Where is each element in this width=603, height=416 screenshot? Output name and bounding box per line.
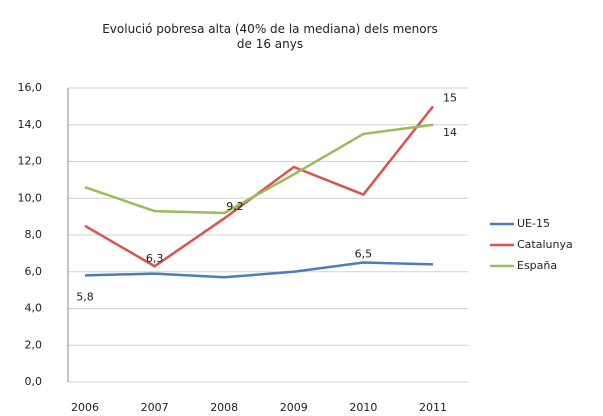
x-tick-label: 2009 [280, 401, 308, 414]
y-tick-label: 6,0 [25, 265, 43, 278]
series-line [84, 123, 434, 215]
x-tick-label: 2011 [419, 401, 447, 414]
x-tick-label: 2007 [141, 401, 169, 414]
chart-title: Evolució pobresa alta (40% de la mediana… [102, 22, 438, 51]
legend-label: Catalunya [517, 238, 573, 251]
data-label: 9,2 [226, 200, 244, 213]
series-line [84, 105, 434, 268]
legend-label: España [517, 259, 557, 272]
x-tick-label: 2008 [210, 401, 238, 414]
y-tick-label: 10,0 [18, 191, 43, 204]
y-tick-label: 12,0 [18, 155, 43, 168]
legend-label: UE-15 [517, 217, 550, 230]
y-tick-label: 14,0 [18, 118, 43, 131]
data-label: 5,8 [76, 290, 94, 303]
data-label: 6,3 [146, 252, 164, 265]
y-tick-label: 4,0 [25, 302, 43, 315]
y-tick-label: 0,0 [25, 375, 43, 388]
x-tick-label: 2006 [71, 401, 99, 414]
y-tick-label: 16,0 [18, 81, 43, 94]
y-tick-label: 2,0 [25, 338, 43, 351]
data-label: 15 [443, 91, 457, 104]
data-label: 14 [443, 126, 457, 139]
x-tick-label: 2010 [349, 401, 377, 414]
data-label: 6,5 [355, 248, 373, 261]
series-line [84, 261, 434, 279]
y-tick-label: 8,0 [25, 228, 43, 241]
